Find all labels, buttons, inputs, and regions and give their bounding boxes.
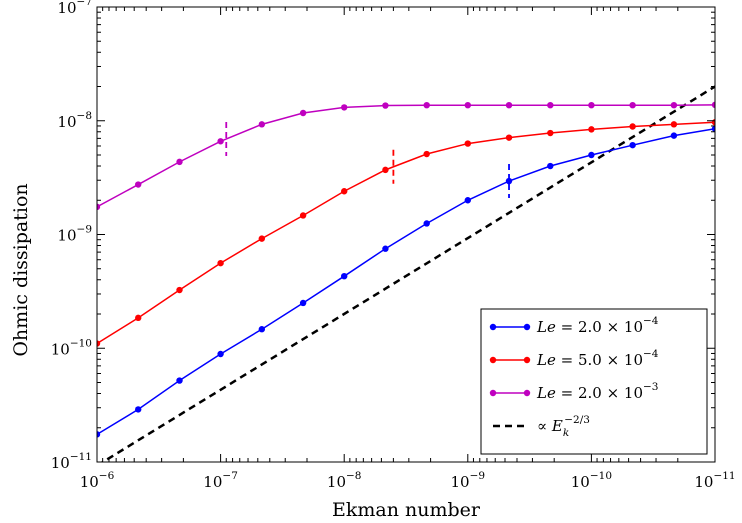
- y-tick-label: 10−9: [57, 224, 92, 245]
- data-point: [258, 121, 266, 128]
- y-axis: 10−11 10−10 10−9 10−8 10−7: [51, 0, 715, 472]
- series-line: [97, 104, 715, 208]
- legend-swatch-marker: [523, 323, 531, 331]
- data-point: [588, 151, 595, 159]
- legend-item: Le = 2.0 × 10−3: [489, 381, 658, 402]
- data-point: [423, 150, 430, 158]
- data-point: [711, 101, 715, 109]
- data-point: [382, 166, 389, 174]
- legend-item: ∝ Ek−2/3: [493, 414, 590, 439]
- legend-item: Le = 5.0 × 10−4: [489, 348, 659, 369]
- data-point: [299, 109, 307, 117]
- x-tick-label: 10−10: [571, 470, 612, 491]
- x-axis: 10−6 10−7 10−8 10−9 10−10 10−11: [80, 7, 736, 491]
- y-tick-label: 10−11: [51, 451, 92, 472]
- legend-label: ∝ Ek−2/3: [537, 414, 590, 439]
- data-point: [464, 140, 471, 147]
- series-line: [97, 121, 715, 345]
- legend-box: [480, 308, 708, 455]
- x-axis-label: Ekman number: [332, 499, 481, 521]
- series-3: [97, 101, 715, 211]
- data-point: [135, 406, 142, 413]
- x-tick-label: 10−11: [694, 470, 735, 491]
- legend-swatch-marker: [523, 356, 531, 364]
- data-point: [629, 123, 636, 130]
- x-tick-label: 10−6: [80, 470, 115, 491]
- data-point: [670, 121, 678, 128]
- data-point: [135, 314, 142, 322]
- y-tick-label: 10−10: [51, 337, 92, 358]
- data-point: [176, 158, 183, 166]
- legend-item: Le = 2.0 × 10−4: [489, 315, 659, 336]
- legend-label: Le = 5.0 × 10−4: [536, 348, 659, 369]
- legend-label: Le = 2.0 × 10−3: [536, 381, 658, 402]
- data-point: [299, 299, 307, 307]
- data-point: [97, 340, 101, 347]
- data-point: [670, 132, 678, 139]
- data-point: [176, 377, 183, 384]
- data-point: [176, 286, 183, 294]
- data-point: [670, 101, 678, 109]
- series-1: [97, 125, 715, 438]
- data-point: [423, 101, 430, 109]
- data-point: [299, 212, 307, 219]
- series-line: [97, 128, 715, 435]
- data-point: [588, 126, 595, 133]
- y-tick-label: 10−7: [57, 0, 92, 17]
- legend-swatch-marker: [489, 356, 497, 364]
- data-point: [382, 245, 389, 252]
- data-point: [217, 350, 224, 358]
- data-point: [505, 101, 513, 109]
- legend-swatch-marker: [489, 323, 497, 331]
- data-point: [505, 134, 513, 141]
- data-point: [341, 272, 348, 280]
- data-point: [258, 235, 266, 242]
- data-point: [423, 220, 430, 227]
- data-point: [341, 104, 348, 111]
- data-point: [97, 203, 101, 211]
- data-point: [382, 102, 389, 109]
- x-tick-label: 10−9: [451, 470, 486, 491]
- plot-area: [96, 6, 716, 463]
- data-point: [464, 101, 471, 109]
- y-tick-label: 10−8: [57, 110, 92, 131]
- data-point: [547, 101, 554, 109]
- legend-label: Le = 2.0 × 10−4: [536, 315, 659, 336]
- x-tick-label: 10−8: [327, 470, 362, 491]
- data-point: [629, 101, 636, 109]
- data-point: [464, 197, 471, 204]
- legend: Le = 2.0 × 10−4 Le = 5.0 × 10−4 Le = 2.0 ×…: [480, 308, 708, 455]
- x-tick-label: 10−7: [203, 470, 238, 491]
- series-2: [97, 119, 715, 347]
- data-point: [217, 259, 224, 267]
- data-point: [547, 162, 554, 170]
- data-point: [97, 431, 101, 438]
- data-point: [135, 181, 142, 188]
- data-point: [547, 129, 554, 137]
- legend-swatch-marker: [523, 389, 531, 397]
- data-point: [258, 326, 266, 333]
- data-point: [505, 177, 513, 185]
- data-point: [629, 141, 636, 149]
- data-point: [711, 125, 715, 132]
- data-point: [341, 188, 348, 195]
- data-point: [588, 101, 595, 109]
- data-point: [217, 138, 224, 145]
- legend-swatch-marker: [489, 389, 497, 397]
- y-axis-label: Ohmic dissipation: [10, 183, 32, 356]
